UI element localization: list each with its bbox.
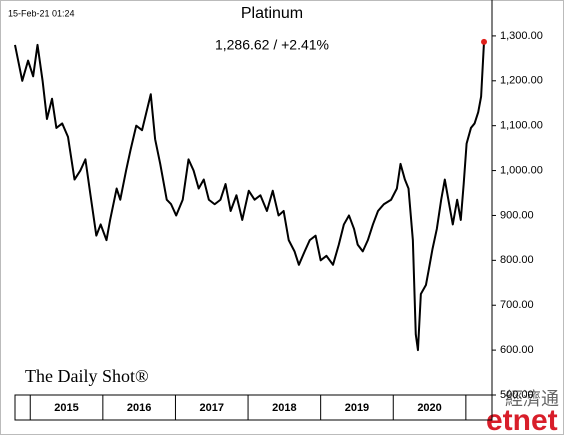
chart-title: Platinum: [241, 5, 303, 22]
watermark: etnet: [486, 404, 558, 435]
y-tick-label: 500.00: [500, 389, 534, 401]
x-tick-label: 2017: [200, 402, 224, 414]
y-tick-label: 600.00: [500, 344, 534, 356]
x-tick-label: 2016: [127, 402, 151, 414]
watermark-cjk: 經濟通: [505, 389, 559, 409]
last-point: [481, 38, 488, 45]
source-logo: The Daily Shot®: [25, 366, 149, 386]
x-tick-label: 2018: [272, 402, 296, 414]
timestamp: 15-Feb-21 01:24: [8, 8, 75, 18]
y-tick-label: 1,000.00: [500, 164, 543, 176]
y-tick-label: 900.00: [500, 209, 534, 221]
x-tick-label: 2015: [54, 402, 78, 414]
y-tick-label: 1,100.00: [500, 120, 543, 132]
y-tick-label: 800.00: [500, 254, 534, 266]
price-line: [14, 41, 486, 352]
y-tick-label: 700.00: [500, 299, 534, 311]
x-tick-label: 2019: [345, 402, 369, 414]
y-tick-label: 1,300.00: [500, 30, 543, 42]
x-axis-band: [14, 394, 493, 421]
subtitle: 1,286.62 / +2.41%: [215, 37, 329, 53]
y-tick-label: 1,200.00: [500, 75, 543, 87]
x-tick-label: 2020: [417, 402, 441, 414]
